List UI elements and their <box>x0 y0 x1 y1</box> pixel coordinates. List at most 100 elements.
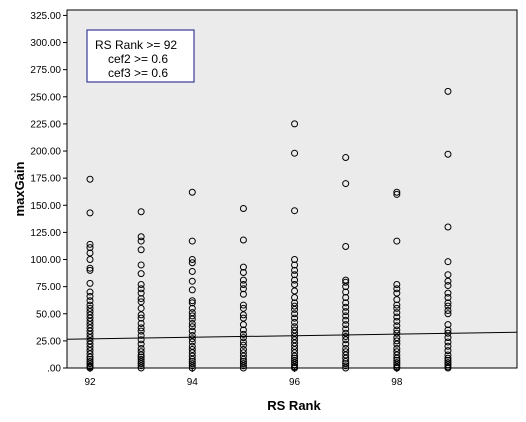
data-point <box>137 295 145 303</box>
data-point <box>291 349 299 357</box>
data-point <box>239 330 247 338</box>
data-point <box>86 321 94 329</box>
data-point <box>291 271 299 279</box>
data-point <box>86 209 94 217</box>
data-point <box>239 364 247 372</box>
data-point <box>188 237 196 245</box>
x-axis-title: RS Rank <box>267 398 321 413</box>
data-point <box>342 276 350 284</box>
data-point <box>188 360 196 368</box>
data-point <box>137 304 145 312</box>
data-point <box>137 336 145 344</box>
y-tick-label: 275.00 <box>30 65 61 76</box>
data-point <box>444 307 452 315</box>
data-point <box>239 349 247 357</box>
data-point <box>291 323 299 331</box>
data-point <box>393 190 401 198</box>
data-point <box>188 335 196 343</box>
y-tick-label: 300.00 <box>30 38 61 49</box>
data-point <box>342 329 350 337</box>
data-point <box>444 347 452 355</box>
data-point <box>393 326 401 334</box>
data-point <box>137 237 145 245</box>
data-point <box>444 354 452 362</box>
data-point <box>393 301 401 309</box>
data-point <box>291 329 299 337</box>
data-point <box>86 347 94 355</box>
data-point <box>342 312 350 320</box>
data-point <box>342 303 350 311</box>
data-point <box>239 236 247 244</box>
data-point <box>291 256 299 264</box>
y-tick-label: 325.00 <box>30 11 61 22</box>
data-point <box>137 280 145 288</box>
data-point <box>137 362 145 370</box>
x-tick-label: 98 <box>391 377 403 388</box>
y-tick-label: .00 <box>47 364 61 375</box>
data-point <box>239 276 247 284</box>
legend-line-2: cef2 >= 0.6 <box>108 52 168 66</box>
data-point <box>342 325 350 333</box>
fit-line <box>66 331 518 340</box>
data-point <box>291 293 299 301</box>
data-point <box>393 289 401 297</box>
data-point <box>342 336 350 344</box>
data-point <box>137 208 145 216</box>
data-point <box>291 318 299 326</box>
data-point <box>239 205 247 213</box>
data-point <box>444 334 452 342</box>
data-point <box>86 288 94 296</box>
data-point <box>188 349 196 357</box>
data-point <box>291 302 299 310</box>
data-point <box>291 305 299 313</box>
data-point <box>188 267 196 275</box>
data-point <box>393 304 401 312</box>
data-point <box>291 352 299 360</box>
data-point <box>137 324 145 332</box>
data-point <box>291 299 299 307</box>
data-point <box>444 289 452 297</box>
data-point <box>86 256 94 264</box>
data-point <box>86 292 94 300</box>
data-point <box>342 154 350 162</box>
data-point <box>239 290 247 298</box>
data-point <box>342 316 350 324</box>
legend-line-3: cef3 >= 0.6 <box>108 66 168 80</box>
data-point <box>342 357 350 365</box>
data-point <box>188 346 196 354</box>
data-point <box>86 334 94 342</box>
data-point <box>188 315 196 323</box>
data-point <box>291 276 299 284</box>
data-point <box>342 308 350 316</box>
data-point <box>342 333 350 341</box>
data-point <box>86 355 94 363</box>
data-point <box>86 327 94 335</box>
y-tick-label: 250.00 <box>30 92 61 103</box>
data-point <box>444 277 452 285</box>
data-point <box>188 256 196 264</box>
data-point <box>291 359 299 367</box>
data-point <box>239 263 247 271</box>
data-point <box>291 287 299 295</box>
data-point <box>291 339 299 347</box>
data-point <box>86 175 94 183</box>
data-point <box>342 242 350 250</box>
data-point <box>342 344 350 352</box>
data-point <box>291 207 299 215</box>
data-point <box>86 279 94 287</box>
data-point <box>291 354 299 362</box>
data-point <box>393 317 401 325</box>
data-point <box>393 280 401 288</box>
data-point <box>137 233 145 241</box>
y-axis-title: maxGain <box>12 161 27 216</box>
data-point <box>444 271 452 279</box>
y-tick-label: 75.00 <box>36 282 61 293</box>
data-points <box>86 87 452 372</box>
data-point <box>86 340 94 348</box>
y-tick-label: 200.00 <box>30 147 61 158</box>
data-point <box>291 356 299 364</box>
data-point <box>239 355 247 363</box>
data-point <box>86 240 94 248</box>
data-point <box>291 120 299 128</box>
data-point <box>137 348 145 356</box>
